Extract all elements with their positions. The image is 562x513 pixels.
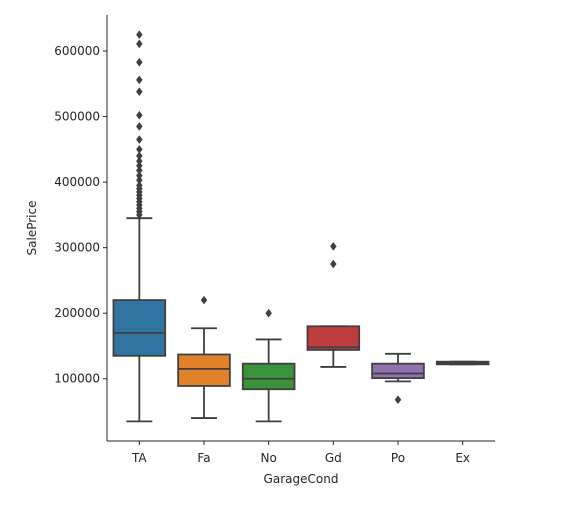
x-tick-label: Fa bbox=[197, 451, 210, 465]
y-tick-label: 100000 bbox=[54, 372, 100, 386]
outlier-point bbox=[136, 87, 143, 97]
box-iqr bbox=[177, 353, 231, 387]
outlier-point bbox=[330, 241, 337, 251]
box-iqr bbox=[306, 325, 361, 351]
y-tick-label: 300000 bbox=[54, 241, 100, 255]
outlier-point bbox=[136, 151, 143, 161]
box-po bbox=[371, 352, 425, 405]
box-iqr bbox=[241, 362, 296, 391]
x-tick-label: No bbox=[261, 451, 277, 465]
outlier-point bbox=[136, 156, 143, 166]
outlier-point bbox=[136, 39, 143, 49]
y-axis-label: SalePrice bbox=[25, 201, 39, 256]
outlier-point bbox=[136, 30, 143, 40]
box-ex bbox=[435, 360, 490, 366]
outlier-point bbox=[136, 121, 143, 131]
x-tick-label: Gd bbox=[325, 451, 342, 465]
outlier-point bbox=[265, 308, 272, 318]
box-no bbox=[241, 308, 296, 423]
y-ticks: 100000 200000 300000 400000 500000 600000 bbox=[54, 44, 107, 386]
outlier-point bbox=[136, 57, 143, 67]
outlier-point bbox=[330, 259, 337, 269]
boxes-layer bbox=[112, 30, 490, 423]
x-axis-label: GarageCond bbox=[264, 472, 339, 486]
outlier-point bbox=[136, 180, 143, 190]
y-tick-label: 400000 bbox=[54, 175, 100, 189]
y-tick-label: 500000 bbox=[54, 110, 100, 124]
box-gd bbox=[306, 241, 361, 368]
x-tick-label: Ex bbox=[455, 451, 470, 465]
outlier-point bbox=[136, 175, 143, 185]
outlier-point bbox=[136, 144, 143, 154]
box-fa bbox=[177, 295, 231, 419]
y-tick-label: 600000 bbox=[54, 44, 100, 58]
box-iqr bbox=[371, 362, 425, 379]
outlier-point bbox=[136, 165, 143, 175]
outlier-point bbox=[136, 171, 143, 180]
outlier-point bbox=[136, 75, 143, 85]
outlier-point bbox=[136, 161, 143, 171]
outlier-point bbox=[136, 135, 143, 144]
x-tick-label: Po bbox=[391, 451, 405, 465]
outlier-point bbox=[394, 395, 402, 405]
outlier-point bbox=[200, 295, 208, 305]
outlier-point bbox=[136, 110, 143, 120]
x-tick-label: TA bbox=[131, 451, 147, 465]
y-tick-label: 200000 bbox=[54, 306, 100, 320]
box-ta bbox=[112, 30, 167, 423]
x-ticks: TA Fa No Gd Po Ex bbox=[131, 441, 470, 465]
box-iqr bbox=[112, 299, 167, 357]
